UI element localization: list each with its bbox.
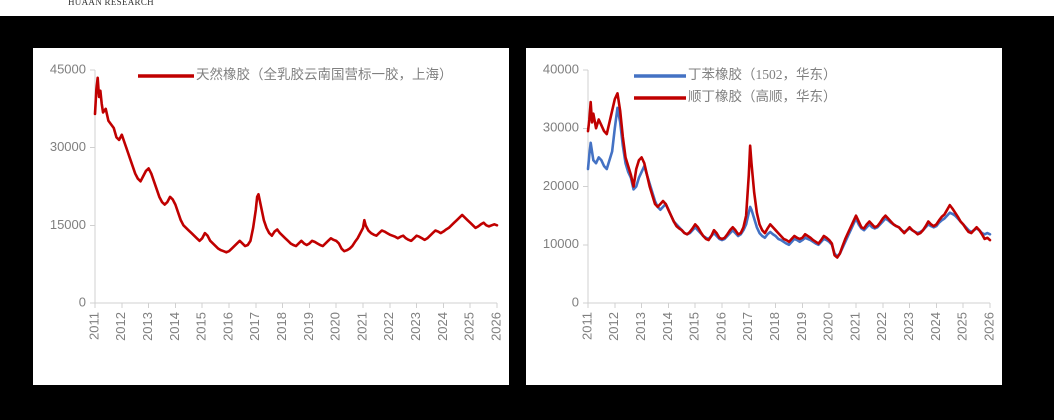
y-tick-label-0: 0 (79, 294, 86, 309)
natural-rubber-chart-svg: 0 15000 30000 45000 2011 2012 2013 2014 2015 2016… (50, 61, 504, 341)
x-tick-label-12: 2023 (408, 312, 423, 341)
x-tick-label-15: 2026 (488, 312, 503, 341)
x-tick-label-15: 2026 (981, 312, 996, 341)
page-banner: HUAAN RESEARCH (0, 0, 1054, 16)
x-tick-label-0: 2011 (579, 312, 594, 340)
x-tick-label-6: 2017 (247, 312, 262, 341)
x-tick-label-11: 2022 (381, 312, 396, 341)
series-line-1 (586, 92, 992, 259)
x-tick-label-3: 2014 (660, 312, 675, 341)
x-tick-label-13: 2024 (435, 312, 450, 341)
x-tick-label-12: 2023 (901, 312, 916, 341)
x-tick-label-3: 2014 (167, 312, 182, 341)
y-tick-label-2: 20000 (543, 178, 579, 193)
x-tick-label-4: 2015 (687, 312, 702, 341)
x-tick-label-13: 2024 (928, 312, 943, 341)
legend-label-0: 丁苯橡胶（1502，华东） (688, 66, 837, 82)
x-tick-label-2: 2013 (633, 312, 648, 341)
x-tick-label-5: 2016 (220, 312, 235, 341)
x-tick-label-7: 2018 (767, 312, 782, 341)
x-tick-label-2: 2013 (140, 312, 155, 341)
synthetic-rubber-chart-svg: 0 10000 20000 30000 40000 2011 2012 2013 2014 201… (543, 61, 997, 341)
x-tick-label-10: 2021 (354, 312, 369, 341)
legend-label-1: 顺丁橡胶（高顺，华东） (688, 88, 837, 104)
x-tick-label-8: 2019 (794, 312, 809, 341)
y-tick-label-3: 45000 (50, 61, 86, 76)
x-tick-label-8: 2019 (301, 312, 316, 341)
x-tick-label-14: 2025 (462, 312, 477, 341)
x-tick-label-5: 2016 (713, 312, 728, 341)
x-tick-label-11: 2022 (874, 312, 889, 341)
legend-label-0: 天然橡胶（全乳胶云南国营标一胶，上海） (196, 66, 453, 82)
y-tick-label-3: 30000 (543, 120, 579, 135)
x-tick-label-6: 2017 (740, 312, 755, 341)
y-tick-label-0: 0 (572, 294, 579, 309)
y-tick-label-1: 10000 (543, 236, 579, 251)
x-tick-label-10: 2021 (847, 312, 862, 341)
x-tick-label-9: 2020 (328, 312, 343, 341)
x-tick-label-7: 2018 (274, 312, 289, 341)
x-tick-label-4: 2015 (194, 312, 209, 341)
banner-title: HUAAN RESEARCH (68, 0, 154, 7)
natural-rubber-chart-panel: 0 15000 30000 45000 2011 2012 2013 2014 2015 2016… (33, 48, 509, 385)
x-tick-label-9: 2020 (821, 312, 836, 341)
y-tick-label-2: 30000 (50, 139, 86, 154)
series-line-0 (93, 76, 499, 254)
x-tick-label-0: 2011 (86, 312, 101, 340)
synthetic-rubber-chart-panel: 0 10000 20000 30000 40000 2011 2012 2013 2014 201… (526, 48, 1002, 385)
y-tick-label-4: 40000 (543, 61, 579, 76)
y-tick-label-1: 15000 (50, 217, 86, 232)
x-tick-label-1: 2012 (606, 312, 621, 341)
x-tick-label-1: 2012 (113, 312, 128, 341)
x-tick-label-14: 2025 (955, 312, 970, 341)
